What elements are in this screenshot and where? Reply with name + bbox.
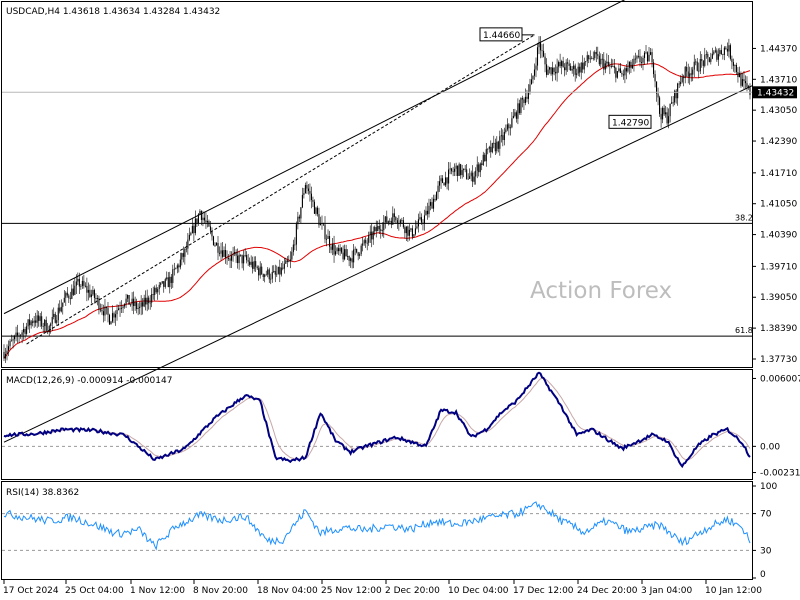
macd-tick-label: 0.00	[760, 442, 780, 452]
fib-382-label: 38.2	[735, 213, 753, 222]
watermark: Action Forex	[530, 278, 672, 304]
time-tick-label: 24 Dec 20:00	[577, 586, 638, 596]
time-tick-label: 10 Jan 12:00	[705, 586, 762, 596]
time-tick-label: 17 Oct 2024	[3, 586, 59, 596]
time-tick-label: 25 Nov 12:00	[321, 586, 382, 596]
rsi-line	[3, 501, 751, 551]
macd-panel	[1, 369, 753, 480]
macd-tick-label: -0.002318	[760, 469, 800, 479]
time-tick-label: 2 Dec 20:00	[385, 586, 440, 596]
current-price-label: 1.43432	[757, 88, 794, 98]
rsi-tick-label: 100	[760, 482, 777, 492]
macd-main-line	[3, 371, 751, 469]
time-tick-label: 18 Nov 04:00	[257, 586, 318, 596]
current-price-box	[753, 86, 797, 99]
rsi-tick-label: 70	[760, 510, 772, 520]
price-tick-label: 1.42390	[760, 137, 797, 147]
low-label-box	[608, 114, 652, 129]
time-tick-label: 10 Dec 04:00	[448, 586, 509, 596]
rsi-title: RSI(14) 38.8362	[6, 488, 79, 498]
fib-618-label: 61.8	[735, 326, 753, 335]
price-tick-label: 1.41710	[760, 169, 797, 179]
price-tick-label: 1.39050	[760, 293, 797, 303]
price-tick-label: 1.39710	[760, 262, 797, 272]
price-tick-label: 1.38390	[760, 324, 797, 334]
rsi-tick-label: 30	[760, 546, 772, 556]
macd-tick-label: 0.006007	[760, 374, 800, 384]
moving-average-line	[3, 63, 751, 359]
time-tick-label: 17 Dec 12:00	[513, 586, 574, 596]
time-tick-label: 8 Nov 20:00	[193, 586, 248, 596]
price-tick-label: 1.37730	[760, 355, 797, 365]
rsi-tick-label: 0	[760, 570, 766, 580]
low-label: 1.42790	[612, 118, 649, 128]
time-tick-label: 3 Jan 04:00	[641, 586, 693, 596]
dashed-trend-line	[26, 34, 535, 345]
price-tick-label: 1.40390	[760, 231, 797, 241]
time-tick-label: 25 Oct 04:00	[65, 586, 124, 596]
price-panel	[1, 1, 753, 368]
channel-lower-line	[3, 84, 754, 443]
price-tick-label: 1.43710	[760, 75, 797, 85]
channel-upper-line	[3, 0, 626, 315]
price-tick-label: 1.41050	[760, 200, 797, 210]
symbol-title: USDCAD,H4 1.43618 1.43634 1.43284 1.4343…	[6, 7, 220, 17]
rsi-panel	[1, 481, 753, 580]
macd-title: MACD(12,26,9) -0.000914 -0.000147	[6, 376, 172, 386]
price-tick-label: 1.43050	[760, 106, 797, 116]
time-tick-label: 1 Nov 12:00	[130, 586, 185, 596]
price-tick-label: 1.44370	[760, 44, 797, 54]
high-label: 1.44660	[483, 31, 520, 41]
